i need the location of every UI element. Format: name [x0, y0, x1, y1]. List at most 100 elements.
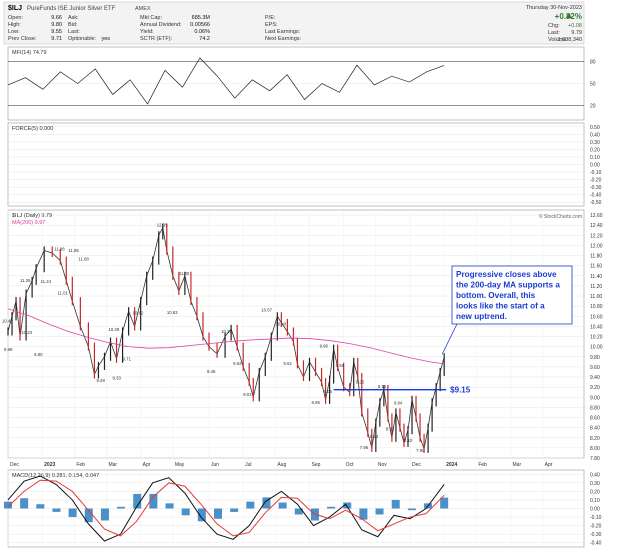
price-label: 9.06 — [324, 389, 333, 394]
quote-label: Open: — [8, 15, 23, 21]
price-label: 8.85 — [312, 400, 321, 405]
mfi-label: MFI(14) 74.79 — [12, 50, 47, 56]
price-label: 9.80 — [34, 352, 43, 357]
x-tick-label: Aug — [277, 462, 286, 468]
x-tick-label: Oct — [346, 462, 354, 468]
macd-histogram-bar — [133, 493, 142, 509]
y-tick-label: 9.60 — [590, 365, 600, 371]
x-tick-label: Apr — [545, 462, 553, 468]
price-label: 9.25 — [356, 380, 365, 385]
last-value: 9.79 — [571, 30, 582, 36]
quote-label: SCTR (ETF): — [140, 36, 173, 42]
x-tick-label: Apr — [143, 462, 151, 468]
annotation-text: bottom. Overall, this — [456, 291, 536, 300]
price-label: 11.68 — [78, 257, 89, 262]
macd-histogram-bar — [294, 508, 303, 515]
quote-label: Annual Dividend: — [140, 22, 182, 28]
y-tick-label: 10.40 — [590, 324, 603, 330]
price-panel: 12.60 12.40 12.20 12.00 11.80 11.60 11.40 11.20… — [2, 209, 603, 468]
chg-value: +0.08 — [568, 23, 582, 29]
y-tick-label: 0.00 — [590, 507, 600, 513]
support-label: $9.15 — [450, 386, 471, 395]
price-label: 12.35 — [157, 223, 168, 228]
header-background — [3, 1, 585, 45]
exchange: AMEX — [135, 6, 151, 12]
y-tick-label: -0.10 — [590, 170, 602, 176]
y-tick-label: 0.10 — [590, 155, 600, 161]
quote-value: 74.2 — [199, 36, 210, 42]
x-tick-label: Dec — [412, 462, 421, 468]
price-label: 11.26 — [20, 278, 31, 283]
annotation-text: looks like the start of a — [456, 302, 545, 311]
watermark: © StockCharts.com — [539, 213, 582, 220]
price-label: 9.71 — [123, 356, 132, 361]
price-label: 11.01 — [57, 291, 68, 296]
price-label: 10.25 — [221, 329, 232, 334]
y-tick-label: 50 — [590, 82, 596, 88]
macd-histogram-bar — [4, 501, 12, 509]
y-tick-label: 0.40 — [590, 132, 600, 138]
quote-label: Low: — [8, 29, 20, 35]
price-frame — [7, 209, 585, 459]
y-tick-label: 10.00 — [590, 345, 603, 351]
price-label: 10.29 — [109, 327, 120, 332]
y-tick-label: 10.20 — [590, 335, 603, 341]
x-tick-label: May — [175, 462, 185, 468]
y-tick-label: 11.40 — [590, 274, 602, 280]
price-label: 8.32 — [386, 427, 395, 432]
y-tick-label: -0.30 — [590, 532, 602, 538]
macd-panel: 0.40 0.30 0.20 0.10 0.00 -0.10 -0.20 -0.30 -0.40… — [4, 469, 602, 548]
macd-histogram-bar — [440, 497, 449, 509]
quote-label: Next Earnings: — [265, 36, 302, 42]
y-tick-label: 8.40 — [590, 426, 600, 432]
x-tick-label: Jun — [211, 462, 219, 468]
y-tick-label: 8.60 — [590, 416, 600, 422]
quote-value: 0.00566 — [190, 22, 210, 28]
macd-histogram-bar — [197, 508, 206, 522]
header-panel: $ILJ PureFunds ISE Junior Silver ETF AME… — [3, 1, 585, 45]
quote-label: EPS: — [265, 22, 278, 28]
price-label: 10.46 — [2, 318, 13, 323]
y-tick-label: 0.30 — [590, 140, 600, 146]
price-label: 8.84 — [394, 400, 403, 405]
macd-histogram-bar — [230, 508, 239, 512]
quote-label: Mkt Cap: — [140, 15, 162, 21]
x-tick-label: Sep — [312, 462, 321, 468]
price-label: 10.63 — [167, 310, 178, 315]
annotation-arrow — [441, 323, 458, 355]
force-label: FORCE(5) 0.000 — [12, 126, 53, 132]
price-label: 10.67 — [261, 308, 272, 313]
y-tick-label: -0.50 — [590, 200, 602, 206]
price-label: 9.96 — [320, 344, 329, 349]
y-tick-label: 11.60 — [590, 264, 602, 270]
y-tick-label: 10.80 — [590, 304, 603, 310]
y-tick-label: 12.40 — [590, 223, 603, 229]
price-label: 9.16 — [378, 384, 387, 389]
annotation-text: the 200-day MA supports a — [456, 281, 560, 290]
price-label: 8.18 — [370, 434, 379, 439]
quote-value: 9.80 — [51, 22, 62, 28]
y-tick-label: 12.00 — [590, 243, 603, 249]
quote-label: Prev Close: — [8, 36, 37, 42]
y-tick-label: -0.30 — [590, 185, 602, 191]
quote-value: 9.55 — [51, 29, 62, 35]
price-label: 7.90 — [416, 448, 425, 453]
macd-histogram-bar — [52, 508, 61, 512]
ma200-line — [7, 308, 445, 365]
y-tick-label: -0.20 — [590, 178, 602, 184]
price-label: 9.58 — [336, 363, 345, 368]
up-arrow-icon — [566, 13, 572, 18]
price-label: 9.62 — [233, 361, 242, 366]
quote-label: Last Earnings: — [265, 29, 301, 35]
mfi-panel: 20 50 80 MFI(14) 74.79 — [7, 46, 596, 121]
y-tick-label: 10.60 — [590, 314, 603, 320]
y-tick-label: 11.20 — [590, 284, 602, 290]
y-tick-label: 0.50 — [590, 125, 600, 131]
last-label: Last: — [548, 30, 560, 36]
x-tick-label: Mar — [513, 462, 522, 468]
x-tick-label: Feb — [76, 462, 85, 468]
macd-label: MACD(12,26,9) 0.281, 0.154, 0.047 — [12, 473, 99, 479]
quote-date: Thursday 30-Nov-2023 — [526, 5, 582, 11]
y-tick-label: 0.20 — [590, 147, 600, 153]
